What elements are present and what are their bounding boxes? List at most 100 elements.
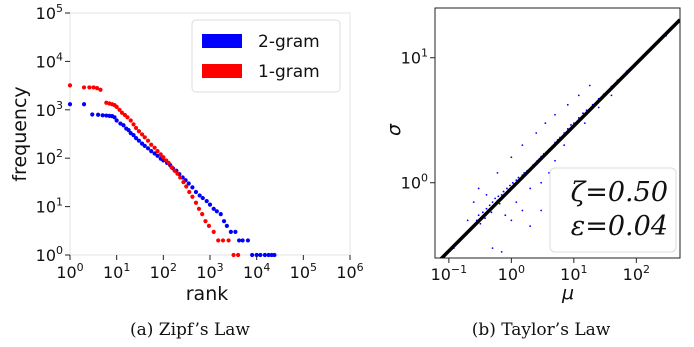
zipf-point-2-gram [118, 121, 123, 126]
zipf-point-1-gram [136, 129, 142, 134]
taylor-point [517, 176, 520, 179]
taylor-point [540, 181, 543, 184]
zipf-point-2-gram [145, 146, 151, 151]
zipf-point-1-gram [211, 229, 216, 235]
zipf-point-1-gram [131, 122, 136, 127]
taylor-point [479, 222, 482, 225]
taylor-point [504, 214, 507, 217]
taylor-point [488, 204, 491, 207]
taylor-point [490, 211, 493, 214]
taylor-point [610, 94, 613, 97]
zipf-point-1-gram [114, 104, 119, 109]
legend-swatch-2-gram [202, 34, 242, 48]
zipf-legend: 2-gram 1-gram [191, 19, 341, 93]
taylor-point [597, 106, 600, 109]
taylor-point [570, 124, 572, 126]
taylor-point [466, 219, 469, 222]
zipf-point-1-gram [231, 252, 236, 258]
taylor-point [485, 193, 488, 196]
taylor-point [515, 201, 518, 204]
zipf-point-1-gram [181, 180, 186, 185]
zipf-point-2-gram [228, 229, 233, 235]
zipf-y-tick-label: 104 [36, 50, 63, 71]
zipf-point-2-gram [266, 252, 271, 258]
zipf-x-tick-label: 100 [56, 261, 83, 282]
zipf-point-2-gram [240, 238, 245, 243]
taylor-stats-box: ζ=0.50 ε=0.04 [549, 167, 677, 253]
taylor-point [544, 122, 547, 125]
zipf-point-1-gram [196, 206, 202, 211]
zipf-point-1-gram [166, 160, 171, 165]
zipf-point-1-gram [190, 194, 195, 199]
taylor-point [563, 144, 566, 147]
zipf-point-2-gram [211, 206, 216, 211]
zipf-point-1-gram [172, 168, 177, 173]
taylor-point [548, 171, 550, 174]
taylor-point [535, 132, 538, 134]
taylor-point [554, 113, 556, 116]
taylor-point [481, 211, 484, 214]
zipf-points [67, 83, 277, 258]
taylor-point [554, 159, 556, 162]
zipf-point-1-gram [149, 142, 154, 147]
taylor-x-ticks: 10−1 100 101 102 [431, 258, 650, 284]
zipf-y-tick-label: 100 [36, 244, 63, 265]
zipf-point-1-gram [98, 87, 103, 92]
zipf-point-2-gram [114, 118, 119, 123]
taylor-x-tick-label: 100 [498, 263, 525, 284]
taylor-point [485, 207, 488, 210]
taylor-point [521, 209, 524, 212]
zipf-point-2-gram [67, 102, 73, 107]
taylor-point [511, 181, 514, 184]
zipf-point-2-gram [136, 138, 142, 143]
taylor-point [510, 219, 513, 222]
zipf-panel: 100 101 102 103 104 105 106 100 101 102 103 104 105… [9, 2, 364, 340]
zipf-y-axis-label: frequency [9, 86, 31, 181]
zipf-point-1-gram [178, 175, 183, 180]
zipf-point-1-gram [193, 200, 199, 205]
zipf-point-2-gram [149, 149, 154, 154]
zipf-point-2-gram [152, 151, 157, 156]
zipf-point-1-gram [119, 110, 125, 115]
taylor-point [502, 190, 505, 193]
zipf-point-1-gram [133, 125, 139, 131]
zipf-y-ticks: 100 101 102 103 104 105 [36, 2, 70, 265]
zipf-point-2-gram [245, 238, 251, 243]
zipf-point-1-gram [145, 138, 151, 143]
zipf-point-2-gram [131, 133, 136, 138]
taylor-point [521, 144, 524, 147]
zipf-point-2-gram [193, 189, 199, 195]
zipf-point-1-gram [81, 85, 87, 90]
taylor-stat-epsilon: ε=0.04 [571, 211, 668, 242]
zipf-point-1-gram [139, 132, 145, 137]
zipf-point-2-gram [100, 113, 105, 118]
taylor-y-ticks: 100 101 [401, 47, 435, 193]
zipf-point-1-gram [220, 238, 226, 243]
zipf-point-1-gram [206, 223, 212, 228]
zipf-point-2-gram [233, 229, 238, 235]
taylor-point [496, 171, 499, 174]
zipf-x-tick-label: 106 [336, 261, 363, 282]
taylor-point [529, 187, 532, 190]
zipf-point-2-gram [250, 252, 255, 258]
legend-label-1-gram: 1-gram [258, 62, 320, 82]
zipf-point-2-gram [112, 115, 117, 120]
zipf-point-2-gram [221, 219, 227, 224]
zipf-point-2-gram [190, 185, 195, 190]
taylor-panel: 10−1 100 101 102 100 101 μ σ ζ=0.50 ε=0.04 (… [383, 7, 681, 340]
zipf-x-tick-label: 101 [103, 261, 130, 282]
zipf-point-2-gram [197, 193, 202, 198]
zipf-point-1-gram [203, 219, 208, 224]
zipf-point-1-gram [158, 152, 163, 157]
taylor-x-tick-label: 10−1 [431, 263, 468, 284]
zipf-point-2-gram [272, 252, 277, 258]
taylor-point [477, 187, 480, 190]
taylor-point [509, 184, 511, 187]
taylor-fit-line [439, 18, 680, 258]
zipf-point-2-gram [258, 252, 263, 258]
zipf-caption: (a) Zipf’s Law [130, 320, 250, 340]
zipf-point-1-gram [128, 118, 133, 123]
taylor-point [583, 122, 586, 125]
zipf-y-tick-label: 101 [36, 196, 63, 217]
